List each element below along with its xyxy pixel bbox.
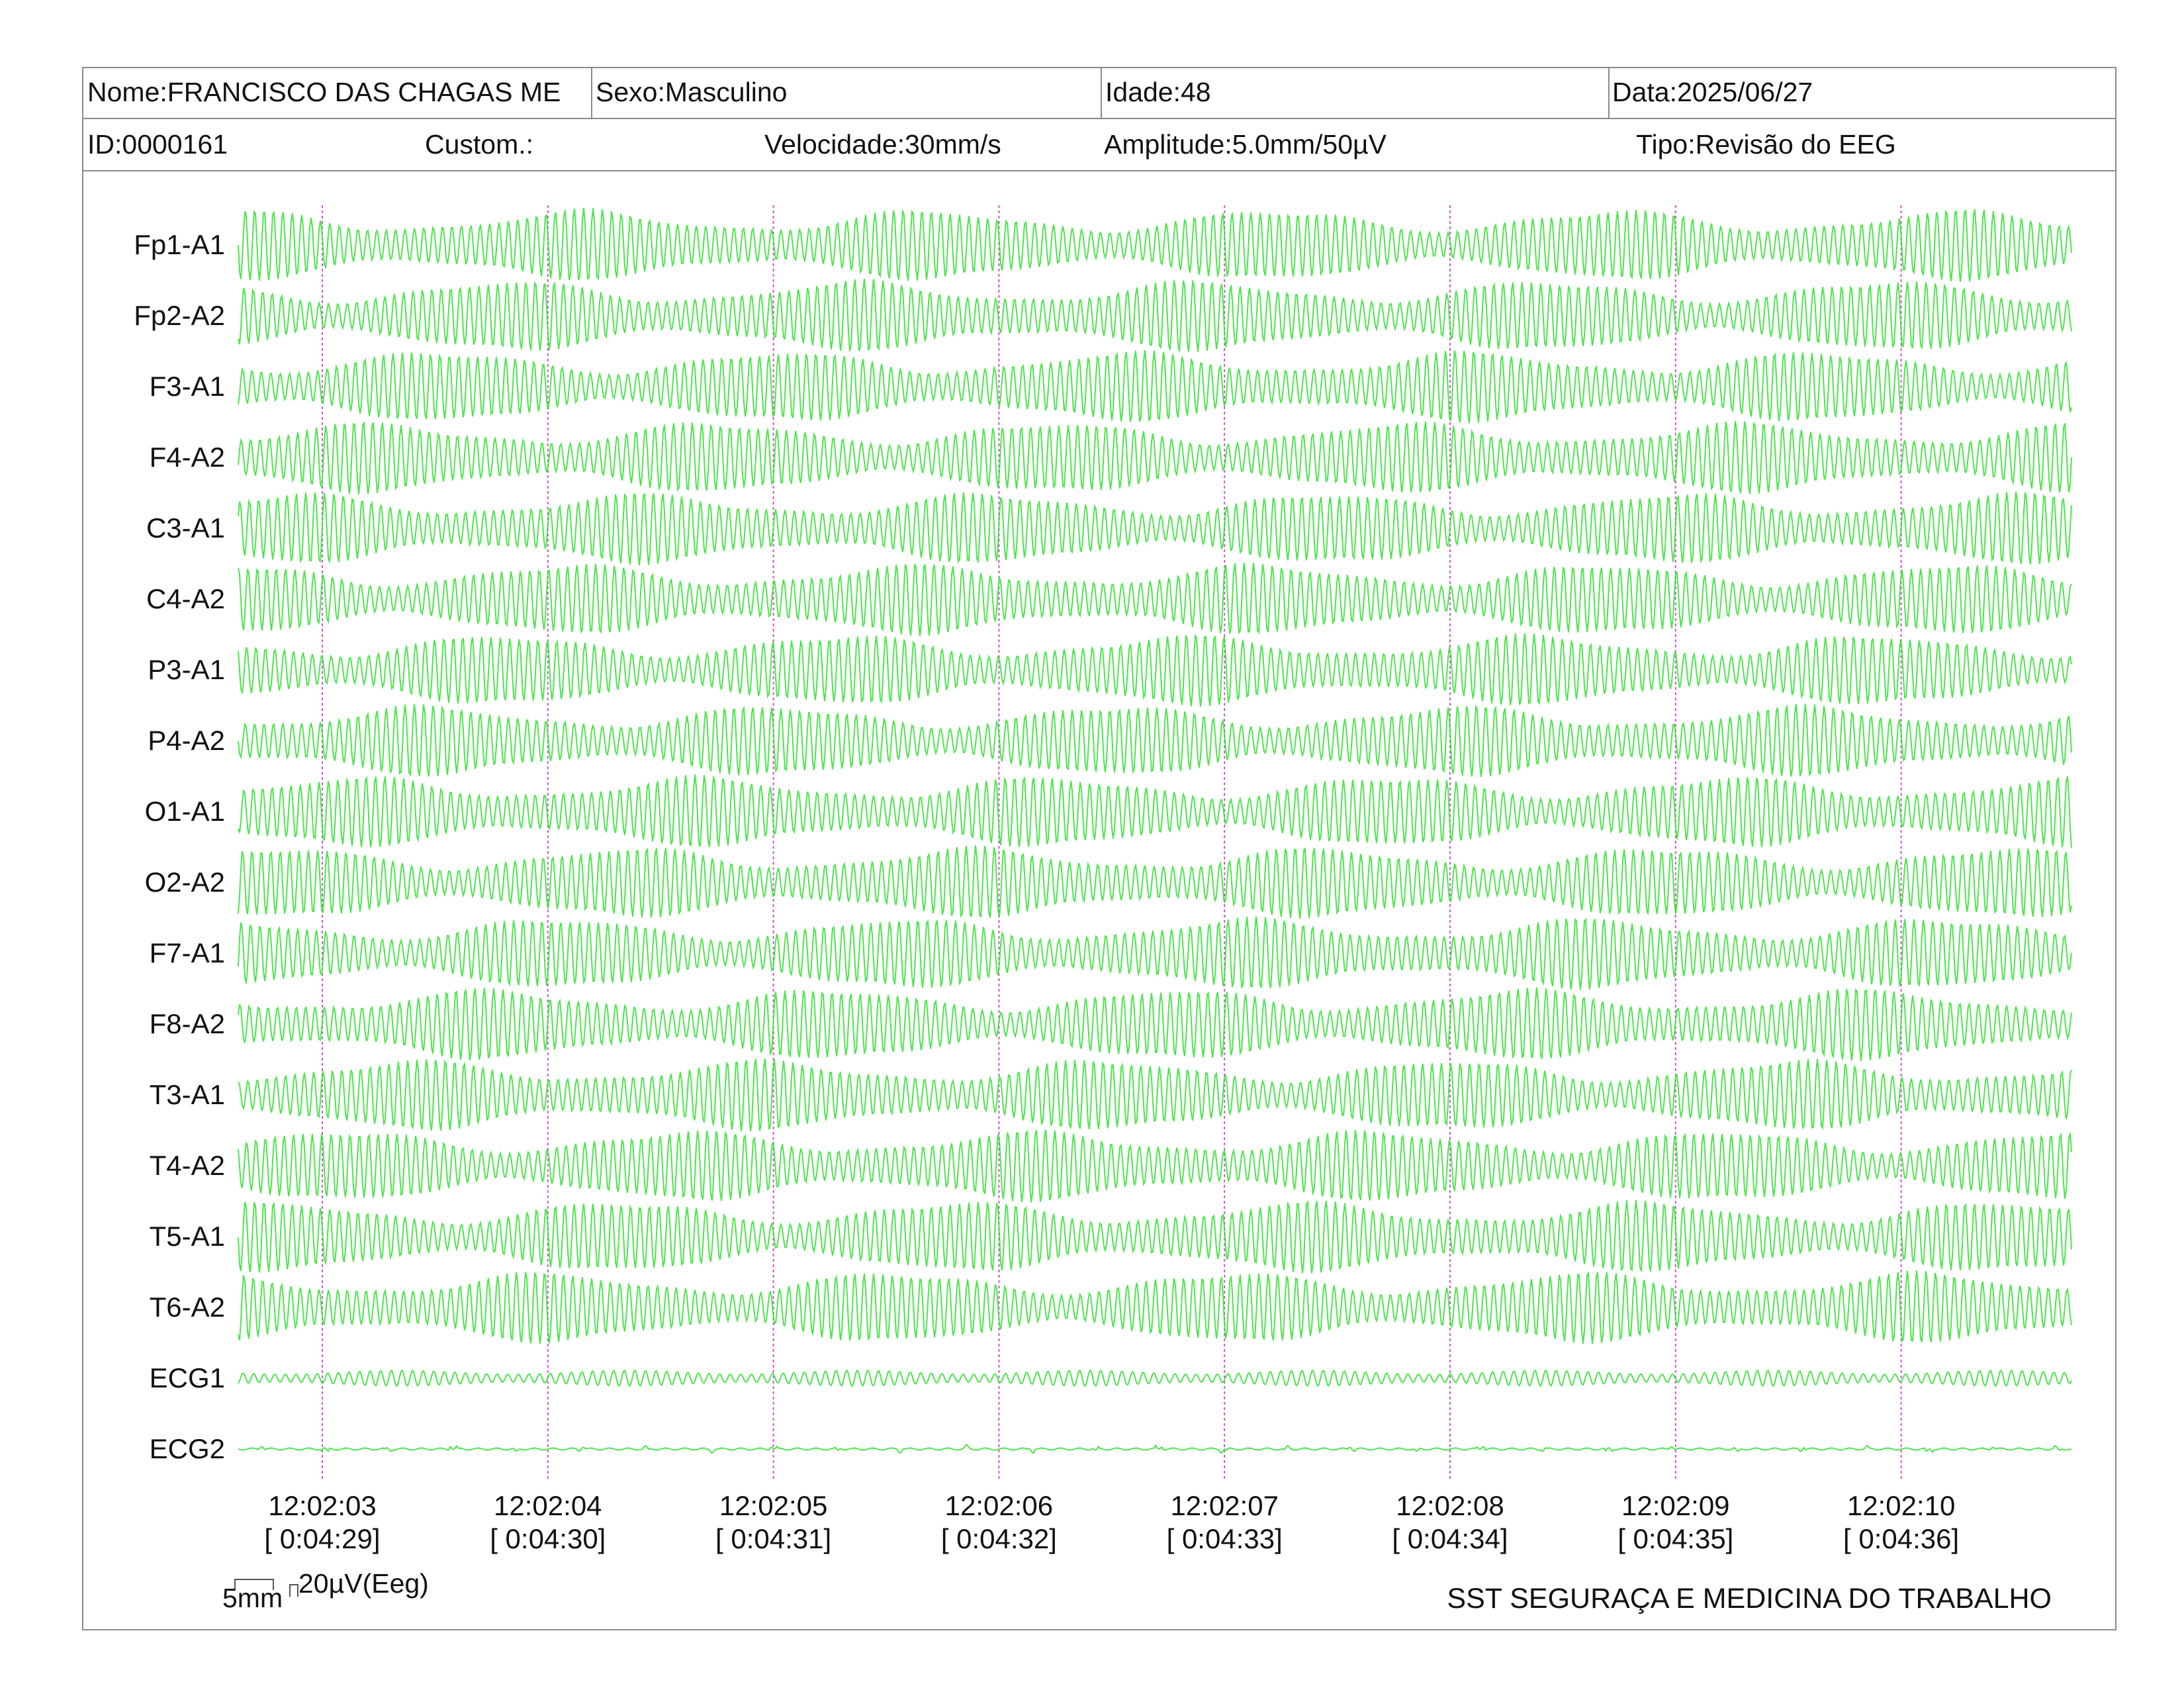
channel-label: O1-A1 — [144, 796, 225, 827]
channel-trace — [238, 1199, 2072, 1274]
time-clock-label: 12:02:07 — [1170, 1490, 1279, 1521]
channel-label: Fp2-A2 — [134, 300, 225, 331]
channel-trace — [238, 491, 2072, 566]
header-row-patient: Nome:FRANCISCO DAS CHAGAS ME Sexo:Mascul… — [82, 67, 2116, 119]
channel-trace — [238, 704, 2072, 777]
channel-trace — [238, 987, 2072, 1061]
patient-id: ID:0000161 — [87, 129, 228, 160]
channel-trace — [238, 1369, 2072, 1387]
header-divider — [591, 67, 592, 119]
time-elapsed-label: [ 0:04:35] — [1617, 1523, 1734, 1554]
exam-date: Data:2025/06/27 — [1612, 77, 1813, 107]
channel-label: F8-A2 — [149, 1008, 225, 1039]
channel-trace — [238, 279, 2072, 352]
channel-trace — [238, 563, 2072, 636]
channel-trace — [238, 1444, 2072, 1454]
channel-label: C3-A1 — [146, 512, 225, 543]
exam-type: Tipo:Revisão do EEG — [1636, 129, 1896, 160]
time-clock-label: 12:02:04 — [494, 1490, 602, 1521]
channel-trace — [238, 207, 2072, 282]
channel-trace — [238, 1058, 2072, 1132]
scale-bracket-icon — [234, 1579, 298, 1597]
report-frame — [82, 67, 2116, 1630]
time-elapsed-label: [ 0:04:36] — [1843, 1523, 1960, 1554]
header-row-params: ID:0000161 Custom.: Velocidade:30mm/s Am… — [82, 119, 2116, 171]
time-elapsed-label: [ 0:04:32] — [940, 1523, 1057, 1554]
channel-trace — [238, 1270, 2072, 1344]
channel-label: P4-A2 — [148, 725, 225, 756]
channel-trace — [238, 633, 2072, 707]
channel-label: T4-A2 — [149, 1150, 225, 1181]
time-elapsed-label: [ 0:04:31] — [715, 1523, 832, 1554]
header-divider — [1608, 67, 1610, 119]
time-clock-label: 12:02:09 — [1621, 1490, 1730, 1521]
custom-field: Custom.: — [425, 129, 534, 160]
time-elapsed-label: [ 0:04:33] — [1166, 1523, 1283, 1554]
time-clock-label: 12:02:10 — [1846, 1490, 1956, 1521]
header-divider — [1101, 67, 1102, 119]
channel-label: C4-A2 — [146, 583, 225, 614]
patient-age: Idade:48 — [1105, 77, 1211, 107]
channel-label: T6-A2 — [149, 1291, 225, 1323]
time-clock-label: 12:02:08 — [1396, 1490, 1504, 1521]
channel-trace — [238, 774, 2072, 848]
channel-trace — [238, 1129, 2072, 1203]
channel-trace — [238, 916, 2072, 990]
patient-sex: Sexo:Masculino — [596, 77, 788, 107]
channel-trace — [238, 350, 2072, 424]
channel-label: T5-A1 — [149, 1221, 225, 1252]
scale-time-label: 5mm — [222, 1583, 283, 1613]
channel-label: Fp1-A1 — [134, 229, 225, 260]
channel-label: F7-A1 — [149, 937, 225, 968]
channel-trace — [238, 420, 2072, 494]
channel-label: F4-A2 — [149, 442, 225, 473]
time-clock-label: 12:02:03 — [268, 1490, 377, 1521]
channel-trace — [238, 845, 2072, 919]
channel-label: T3-A1 — [149, 1079, 225, 1110]
patient-name: Nome:FRANCISCO DAS CHAGAS ME — [87, 77, 561, 107]
company-name: SST SEGURAÇA E MEDICINA DO TRABALHO — [1447, 1583, 2052, 1615]
time-clock-label: 12:02:05 — [719, 1490, 828, 1521]
channel-label: P3-A1 — [148, 654, 225, 685]
time-elapsed-label: [ 0:04:30] — [490, 1523, 606, 1554]
scale-amplitude-label: 20µV(Eeg) — [298, 1568, 429, 1599]
channel-label: F3-A1 — [149, 371, 225, 402]
time-elapsed-label: [ 0:04:34] — [1392, 1523, 1508, 1554]
channel-label: ECG2 — [149, 1433, 225, 1464]
time-elapsed-label: [ 0:04:29] — [264, 1523, 381, 1554]
channel-label: O2-A2 — [144, 867, 225, 898]
channel-label: ECG1 — [149, 1362, 225, 1393]
scale-legend: 5mm 20µV(Eeg) — [218, 1562, 549, 1615]
speed-setting: Velocidade:30mm/s — [764, 129, 1001, 160]
amplitude-setting: Amplitude:5.0mm/50µV — [1104, 129, 1387, 160]
time-clock-label: 12:02:06 — [944, 1490, 1054, 1521]
